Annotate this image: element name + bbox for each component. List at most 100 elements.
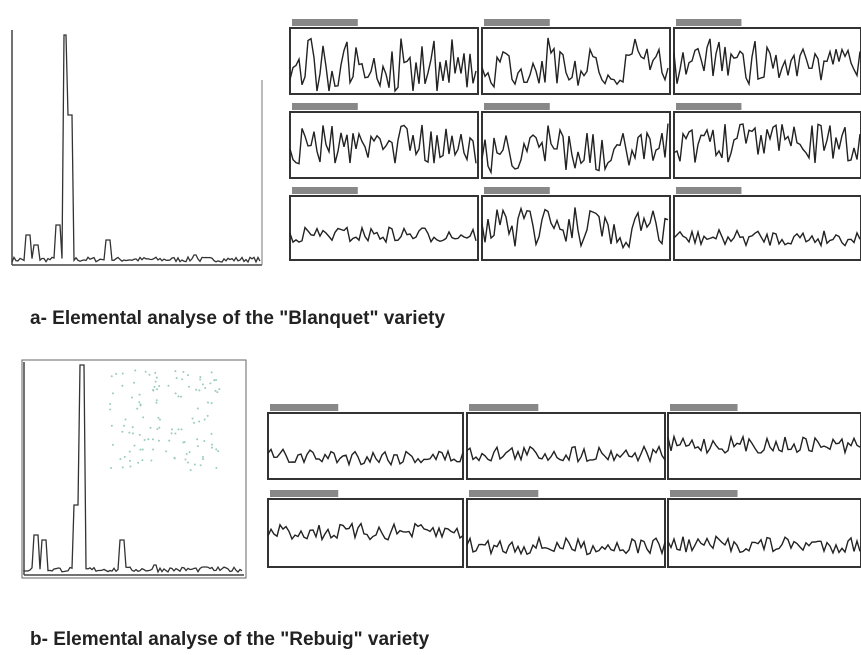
background-dot	[182, 370, 185, 373]
background-dot	[196, 438, 199, 441]
map-label-bar	[292, 103, 358, 110]
map-trace	[667, 535, 861, 555]
background-dot	[199, 375, 202, 378]
background-dot	[138, 401, 141, 404]
background-dot	[156, 388, 159, 391]
background-dot	[138, 433, 141, 436]
background-dot	[141, 448, 144, 451]
spectrum-trace	[11, 34, 261, 264]
background-dot	[131, 426, 134, 429]
background-dot	[141, 459, 144, 462]
background-dot	[123, 424, 126, 427]
background-dot	[150, 459, 153, 462]
background-dot	[147, 438, 150, 441]
background-dot	[156, 428, 159, 431]
background-dot	[153, 385, 156, 388]
map-trace	[673, 38, 861, 87]
background-dot	[188, 385, 191, 388]
map-label-bar	[676, 103, 742, 110]
background-dot	[133, 381, 136, 384]
background-dot	[186, 461, 189, 464]
background-dot	[139, 448, 142, 451]
map-panel	[673, 195, 861, 261]
background-dot	[210, 432, 213, 435]
map-trace	[481, 123, 669, 175]
background-dot	[175, 377, 178, 380]
background-dot	[129, 465, 132, 468]
background-dot	[110, 424, 113, 427]
background-dot	[198, 389, 201, 392]
map-label-bar	[676, 19, 742, 26]
map-panel	[466, 498, 666, 568]
map-panel	[267, 498, 464, 568]
background-dot	[157, 416, 160, 419]
background-dot	[115, 372, 118, 375]
map-panel	[481, 111, 671, 179]
background-dot	[167, 384, 170, 387]
background-dot	[203, 418, 206, 421]
background-dot	[154, 380, 157, 383]
background-dot	[171, 428, 174, 431]
background-dot	[203, 440, 206, 443]
map-panel	[673, 27, 861, 95]
background-dot	[216, 391, 219, 394]
background-dot	[196, 407, 199, 410]
background-dot	[152, 448, 155, 451]
background-dot	[177, 395, 180, 398]
map-label-bar	[484, 187, 550, 194]
background-dot	[206, 414, 209, 417]
background-dot	[201, 455, 204, 458]
background-dot	[215, 379, 218, 382]
background-dot	[154, 371, 157, 374]
map-panel	[667, 498, 861, 568]
background-dot	[121, 430, 124, 433]
background-dot	[180, 428, 183, 431]
background-dot	[123, 455, 126, 458]
background-dot	[196, 445, 199, 448]
background-dot	[158, 426, 161, 429]
background-dot	[180, 395, 183, 398]
background-dot	[211, 443, 214, 446]
background-dot	[139, 403, 142, 406]
background-dot	[195, 388, 198, 391]
background-dot	[210, 446, 213, 449]
background-dot	[109, 403, 112, 406]
spectra-art	[11, 19, 861, 579]
background-dot	[155, 401, 158, 404]
background-dot	[206, 401, 209, 404]
background-dot	[110, 467, 113, 470]
background-dot	[209, 382, 212, 385]
map-label-bar	[670, 404, 738, 411]
background-dot	[128, 431, 131, 434]
map-trace	[289, 225, 477, 244]
background-dot	[174, 392, 177, 395]
background-dot	[184, 458, 187, 461]
background-dot	[170, 432, 173, 435]
caption-a: a- Elemental analyse of the "Blanquet" v…	[30, 308, 445, 329]
background-dot	[177, 428, 180, 431]
background-dot	[168, 439, 171, 442]
background-dot	[174, 370, 177, 373]
map-trace	[267, 521, 464, 542]
background-dot	[111, 392, 114, 395]
background-dot	[187, 374, 190, 377]
map-trace	[289, 37, 477, 93]
background-dot	[218, 388, 221, 391]
background-dot	[137, 461, 140, 464]
map-panel	[673, 111, 861, 179]
background-dot	[131, 432, 134, 435]
background-dot	[201, 383, 204, 386]
map-trace	[673, 227, 861, 248]
background-dot	[202, 458, 205, 461]
background-dot	[151, 438, 154, 441]
map-label-bar	[292, 187, 358, 194]
background-dot	[188, 451, 191, 454]
background-dot	[199, 378, 202, 381]
map-panel	[667, 412, 861, 480]
map-label-bar	[469, 490, 539, 497]
background-dot	[181, 378, 184, 381]
background-dot	[119, 458, 122, 461]
map-panel	[289, 27, 479, 95]
background-dot	[121, 466, 124, 469]
background-dot	[198, 420, 201, 423]
